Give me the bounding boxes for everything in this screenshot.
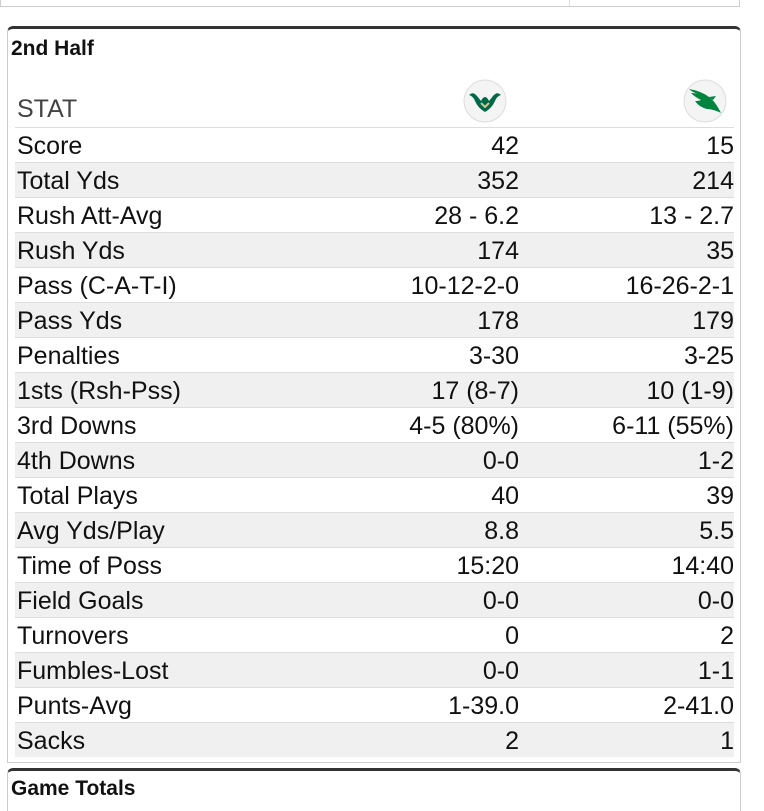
usf-value: 15:20 [456,552,519,580]
unt-value: 3-25 [683,342,734,370]
usf-value: 28 - 6.2 [434,202,519,230]
stat-label: Time of Poss [17,552,162,580]
team-logo-unt [683,79,727,123]
usf-value: 352 [477,167,519,195]
unt-value: 16-26-2-1 [625,272,734,300]
stats-panel: 2nd Half STAT Score 42 15 Total Yds 352 214 Ru… [7,26,741,763]
stat-row: Pass (C-A-T-I) 10-12-2-0 16-26-2-1 [15,267,734,302]
usf-value: 42 [491,132,519,160]
stat-row: Field Goals 0-0 0-0 [15,582,734,617]
stat-row: Rush Att-Avg 28 - 6.2 13 - 2.7 [15,197,734,232]
next-section-title: Game Totals [11,777,136,800]
previous-cell [569,0,740,6]
stat-row: Total Plays 40 39 [15,477,734,512]
stat-row: Avg Yds/Play 8.8 5.5 [15,512,734,547]
stat-row: Score 42 15 [15,127,734,162]
usf-value: 4-5 (80%) [409,412,519,440]
stat-label: Sacks [17,727,86,755]
stat-label: Pass (C-A-T-I) [17,272,177,300]
stat-label: Rush Att-Avg [17,202,163,230]
stat-row: Penalties 3-30 3-25 [15,337,734,372]
stat-row: Rush Yds 174 35 [15,232,734,267]
usf-value: 2 [505,727,519,755]
stat-row: 4th Downs 0-0 1-2 [15,442,734,477]
usf-value: 174 [477,237,519,265]
stat-row: 1sts (Rsh-Pss) 17 (8-7) 10 (1-9) [15,372,734,407]
unt-value: 179 [692,307,734,335]
stat-label: Turnovers [17,622,129,650]
usf-value: 8.8 [484,517,519,545]
unt-value: 6-11 (55%) [612,412,734,440]
stat-label: Penalties [17,342,120,370]
stat-label: 4th Downs [17,447,136,475]
usf-value: 0-0 [482,587,519,615]
usf-value: 10-12-2-0 [410,272,519,300]
section-title: 2nd Half [11,37,94,60]
stat-rows: Score 42 15 Total Yds 352 214 Rush Att-Avg 28 -… [15,127,734,757]
stat-row: 3rd Downs 4-5 (80%) 6-11 (55%) [15,407,734,442]
usf-value: 40 [491,482,519,510]
stat-label: 3rd Downs [17,412,137,440]
stat-label: Rush Yds [17,237,125,265]
page: 2nd Half STAT Score 42 15 Total Yds 352 214 Ru… [0,0,741,811]
unt-value: 2 [720,622,734,650]
unt-value: 1 [720,727,734,755]
usf-value: 1-39.0 [448,692,519,720]
stat-label: Field Goals [17,587,144,615]
stat-label: Punts-Avg [17,692,132,720]
stat-header: STAT [17,95,78,123]
stat-row: Punts-Avg 1-39.0 2-41.0 [15,687,734,722]
unt-value: 39 [706,482,734,510]
usf-value: 3-30 [468,342,519,370]
stat-label: Avg Yds/Play [17,517,165,545]
stat-row: Total Yds 352 214 [15,162,734,197]
usf-value: 0 [505,622,519,650]
next-panel: Game Totals [7,768,741,811]
stat-row: Turnovers 0 2 [15,617,734,652]
unt-value: 0-0 [697,587,734,615]
unt-value: 214 [692,167,734,195]
usf-value: 0-0 [482,657,519,685]
stat-label: Total Plays [17,482,138,510]
stat-label: Total Yds [17,167,120,195]
unt-value: 5.5 [699,517,734,545]
stat-row: Sacks 2 1 [15,722,734,757]
previous-panel [0,0,740,7]
stat-label: Score [17,132,83,160]
unt-value: 2-41.0 [663,692,734,720]
unt-value: 1-1 [697,657,734,685]
stat-label: Pass Yds [17,307,123,335]
unt-value: 35 [706,237,734,265]
team-logo-usf [463,79,507,123]
unt-value: 1-2 [697,447,734,475]
stat-label: 1sts (Rsh-Pss) [17,377,181,405]
stat-label: Fumbles-Lost [17,657,169,685]
stat-row: Time of Poss 15:20 14:40 [15,547,734,582]
stat-row: Pass Yds 178 179 [15,302,734,337]
unt-value: 15 [706,132,734,160]
usf-value: 0-0 [482,447,519,475]
unt-value: 13 - 2.7 [649,202,734,230]
usf-value: 17 (8-7) [431,377,519,405]
unt-value: 14:40 [671,552,734,580]
stat-row: Fumbles-Lost 0-0 1-1 [15,652,734,687]
unt-value: 10 (1-9) [646,377,734,405]
usf-value: 178 [477,307,519,335]
